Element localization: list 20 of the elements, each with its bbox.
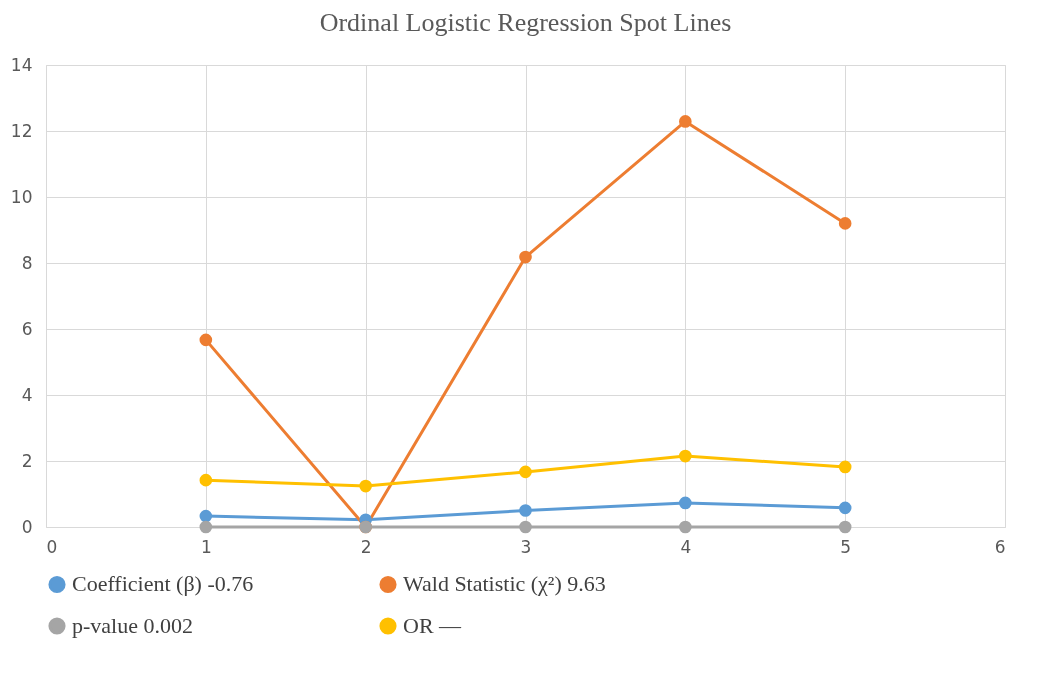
y-tick-label: 6 [21,318,33,339]
x-tick-label: 2 [360,536,372,557]
x-tick-label: 3 [520,536,532,557]
y-tick-label: 10 [10,186,33,207]
y-tick-label: 2 [21,450,33,471]
x-tick-label: 1 [200,536,212,557]
y-tick-label: 4 [21,384,33,405]
x-tick-label: 5 [840,536,852,557]
y-tick-label: 8 [21,252,33,273]
y-tick-label: 0 [21,516,33,537]
legend-label: Coefficient (β) -0.76 [72,571,254,597]
x-tick-label: 6 [994,536,1006,557]
y-tick-label: 12 [10,120,33,141]
chart-title: Ordinal Logistic Regression Spot Lines [319,8,732,37]
y-tick-label: 14 [10,54,33,75]
legend-label: Wald Statistic (χ²) 9.63 [403,571,606,597]
legend-label: p-value 0.002 [72,613,193,638]
legend-label: OR — [403,613,463,638]
x-tick-label: 4 [680,536,692,557]
x-tick-label: 0 [46,536,58,557]
